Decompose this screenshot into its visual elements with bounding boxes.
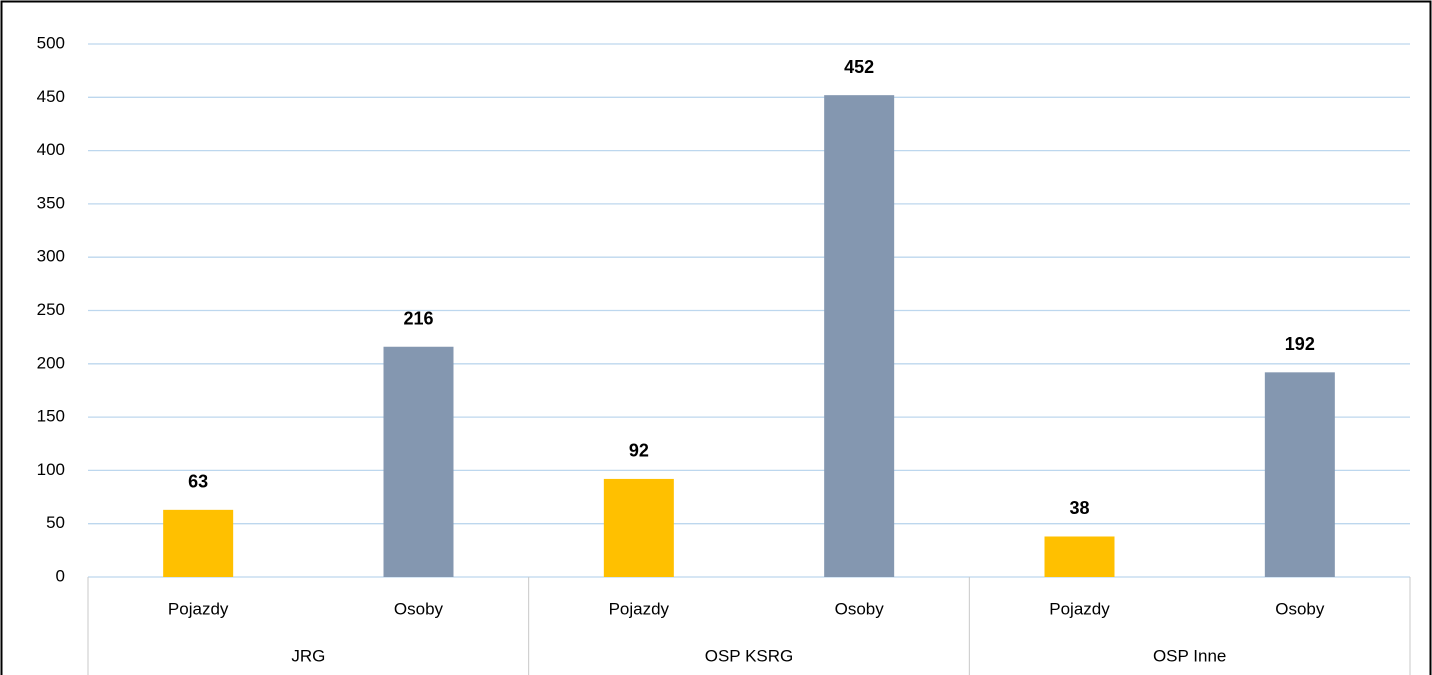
data-label: 216 [403,308,433,328]
bar [1044,536,1115,577]
y-tick-label: 400 [37,140,65,159]
y-tick-label: 0 [56,566,65,585]
x-tick-label: Pojazdy [609,599,670,618]
data-label: 63 [188,472,208,492]
data-label: 452 [844,57,874,77]
bar [1264,372,1335,577]
x-tick-label: Osoby [835,599,885,618]
y-tick-label: 350 [37,193,65,212]
y-tick-label: 100 [37,460,65,479]
y-tick-label: 150 [37,407,65,426]
y-tick-label: 500 [37,33,65,52]
x-tick-label: Osoby [1275,599,1325,618]
y-tick-label: 450 [37,87,65,106]
bar [163,509,234,577]
bar [603,478,674,577]
data-label: 192 [1285,334,1315,354]
y-tick-label: 50 [46,513,65,532]
bar [383,346,454,577]
x-tick-label: Osoby [394,599,444,618]
group-label: JRG [291,646,325,665]
group-label: OSP KSRG [705,646,794,665]
y-tick-label: 200 [37,353,65,372]
group-label: OSP Inne [1153,646,1226,665]
y-tick-label: 250 [37,300,65,319]
x-tick-label: Pojazdy [1049,599,1110,618]
data-label: 92 [629,441,649,461]
x-tick-label: Pojazdy [168,599,229,618]
data-label: 38 [1069,498,1089,518]
bar [824,95,895,577]
y-tick-label: 300 [37,247,65,266]
